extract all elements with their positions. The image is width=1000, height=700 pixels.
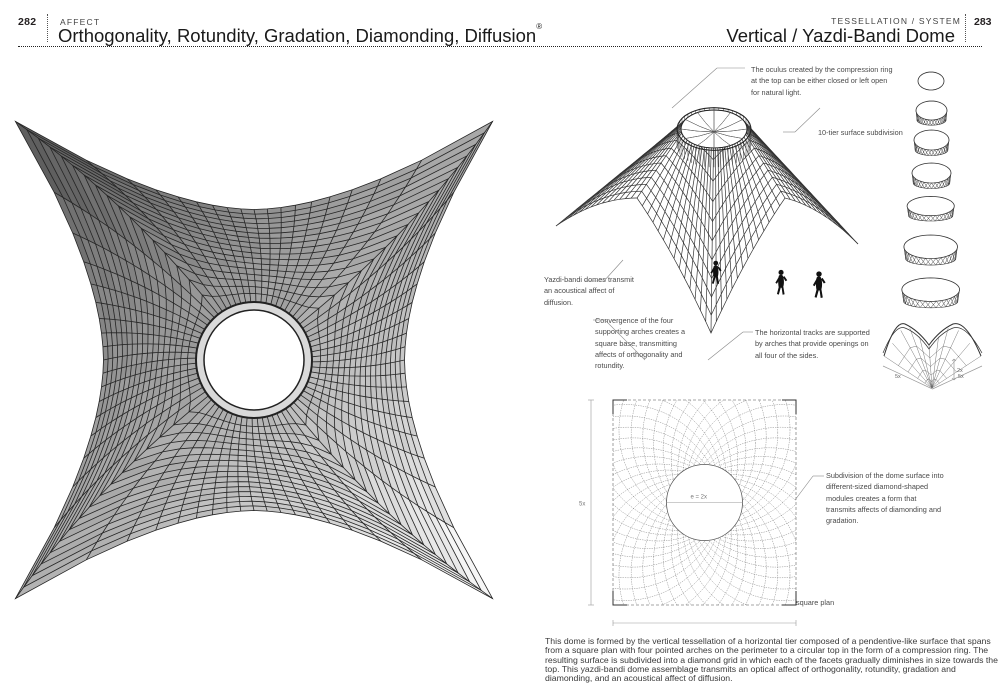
svg-text:5x: 5x	[579, 502, 585, 508]
svg-text:e = 2x: e = 2x	[691, 495, 708, 501]
